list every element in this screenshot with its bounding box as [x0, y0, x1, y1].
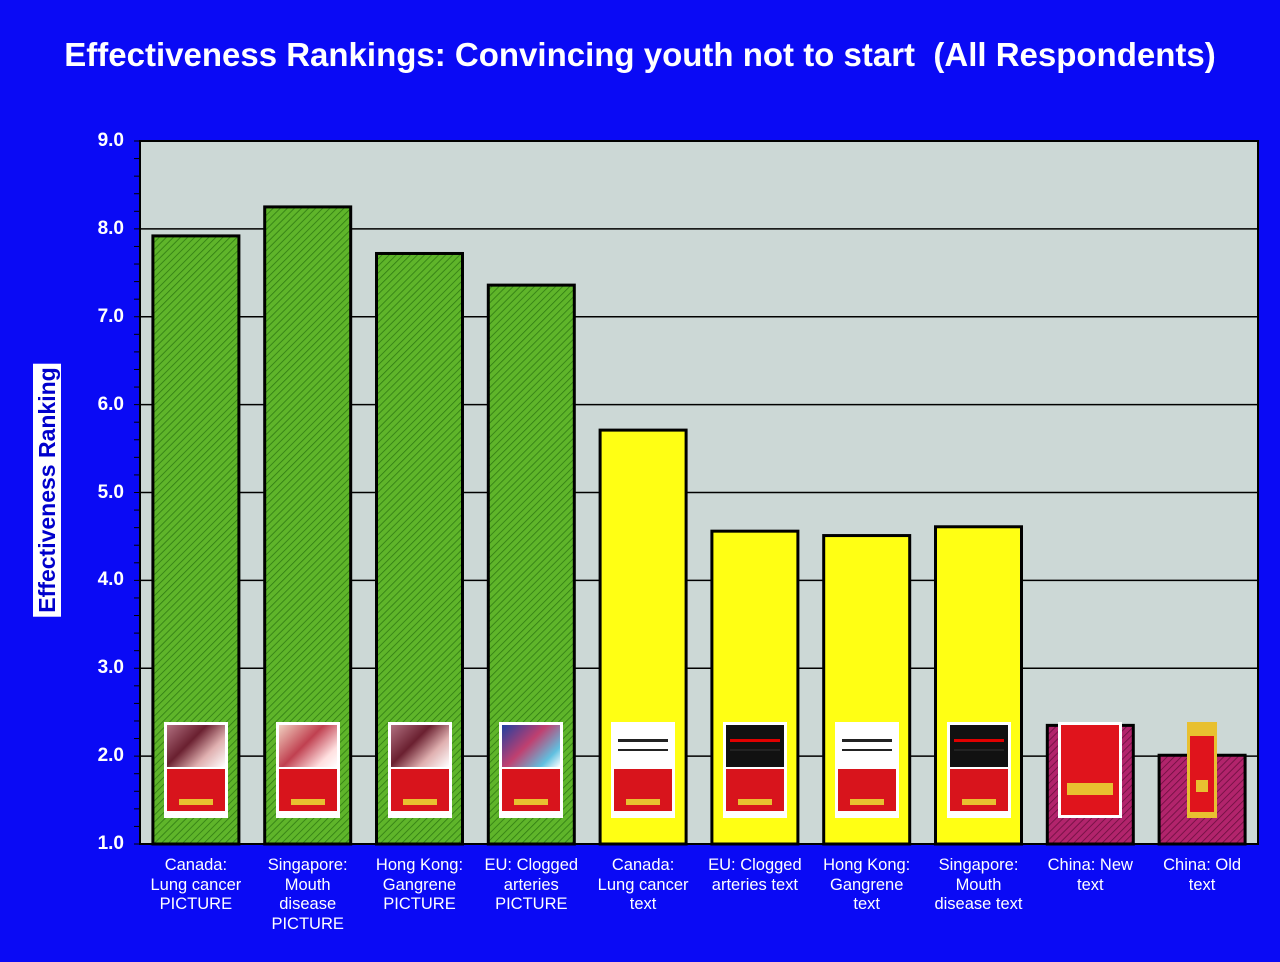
y-tick-label: 5.0 [97, 481, 124, 503]
cigarette-pack-image [163, 722, 228, 818]
cigarette-pack-image [722, 722, 787, 818]
x-tick-label: Hong Kong: Gangrene text [823, 856, 911, 913]
x-tick-label: Canada: Lung cancer PICTURE [150, 856, 242, 913]
x-tick-label: China: New text [1047, 856, 1133, 894]
x-tick-label: EU: Clogged arteries text [708, 856, 802, 894]
cigarette-pack-image [946, 722, 1011, 818]
y-tick-label: 8.0 [97, 217, 124, 239]
y-tick-label: 6.0 [97, 393, 124, 415]
cigarette-pack-image [1058, 722, 1123, 818]
cigarette-pack-image [387, 722, 452, 818]
y-tick-label: 7.0 [97, 305, 124, 327]
y-tick-label: 1.0 [97, 833, 124, 854]
x-tick-label: EU: Clogged arteries PICTURE [484, 856, 579, 913]
y-tick-label: 2.0 [97, 745, 124, 767]
y-tick-label: 3.0 [97, 657, 124, 679]
minor-ticks [134, 140, 140, 845]
y-tick-label: 9.0 [97, 130, 124, 151]
cigarette-pack-image [275, 722, 340, 818]
x-tick-label: Hong Kong: Gangrene PICTURE [375, 856, 464, 913]
y-tick-label: 4.0 [97, 569, 124, 591]
x-tick-label: Singapore: Mouth disease PICTURE [267, 856, 348, 933]
x-tick-label: Singapore: Mouth disease text [934, 856, 1023, 913]
cigarette-pack-image [499, 722, 564, 818]
cigarette-pack-image [1187, 722, 1218, 818]
y-axis-label: Effectiveness Ranking [33, 363, 61, 617]
cigarette-pack-image [611, 722, 676, 818]
cigarette-pack-image [834, 722, 899, 818]
x-tick-label: Canada: Lung cancer text [597, 856, 689, 913]
x-tick-label: China: Old text [1163, 856, 1242, 894]
chart-title: Effectiveness Rankings: Convincing youth… [64, 36, 1216, 73]
